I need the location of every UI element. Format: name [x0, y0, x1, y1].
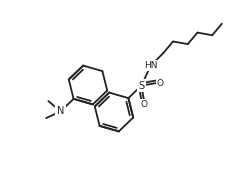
Text: S: S — [138, 81, 144, 91]
Text: N: N — [57, 106, 64, 116]
Text: O: O — [140, 100, 147, 109]
Text: HN: HN — [144, 61, 158, 70]
Text: O: O — [157, 79, 164, 88]
